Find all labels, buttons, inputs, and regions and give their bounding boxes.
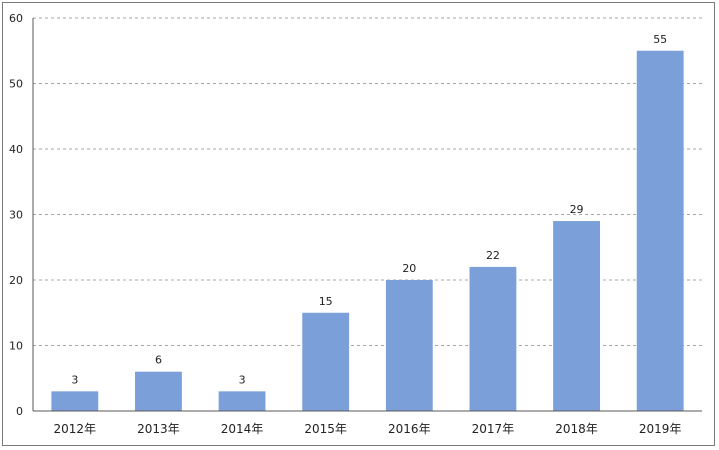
gridlines [33,17,702,346]
y-tick-label: 40 [9,143,23,156]
bars [51,50,684,411]
data-label: 29 [570,203,584,216]
data-label: 55 [653,33,667,46]
bar [302,312,350,411]
y-tick-labels: 0 10 20 30 40 50 60 [9,12,23,418]
y-tick-label: 50 [9,78,23,91]
bar [469,266,517,411]
x-tick-label: 2019年 [639,422,682,436]
axes [32,18,702,412]
data-label: 6 [155,354,162,367]
y-tick-label: 10 [9,340,23,353]
y-tick-label: 60 [9,12,23,25]
y-tick-label: 30 [9,209,23,222]
x-tick-label: 2014年 [221,422,264,436]
x-tick-label: 2017年 [472,422,515,436]
data-labels: 3 6 3 15 20 22 29 55 [71,33,667,387]
data-label: 3 [239,373,246,386]
bar [218,391,266,411]
x-tick-label: 2012年 [54,422,97,436]
bar [51,391,99,411]
bar [553,221,600,411]
data-label: 22 [486,249,500,262]
bar [636,50,684,411]
y-tick-label: 0 [16,405,23,418]
data-label: 15 [319,295,333,308]
data-label: 20 [402,262,416,275]
x-tick-label: 2013年 [137,422,180,436]
x-tick-label: 2018年 [555,422,598,436]
x-tick-labels: 2012年 2013年 2014年 2015年 2016年 2017年 2018年 2019年 [54,422,682,436]
x-tick-label: 2016年 [388,422,431,436]
y-tick-label: 20 [9,274,23,287]
bar [135,371,182,411]
x-tick-label: 2015年 [304,422,347,436]
data-label: 3 [71,373,78,386]
bar [385,280,433,411]
